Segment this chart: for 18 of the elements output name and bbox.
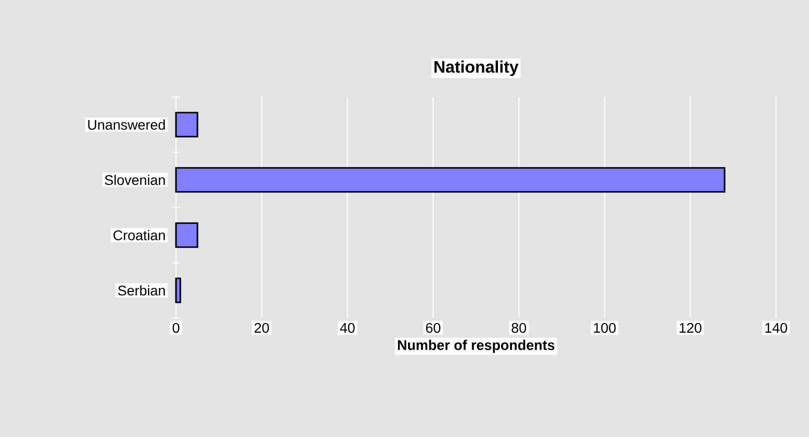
- bar: [175, 167, 726, 193]
- x-tick-label: 100: [594, 322, 616, 333]
- chart-title: Nationality: [434, 60, 519, 76]
- x-tick-label: 80: [512, 322, 526, 333]
- y-tick-label: Unanswered: [88, 119, 165, 130]
- x-tick-label: 140: [765, 322, 788, 333]
- x-axis-title: Number of respondents: [398, 340, 554, 353]
- bar: [175, 112, 198, 138]
- x-tick-label: 120: [680, 322, 702, 333]
- x-tick-label: 20: [254, 322, 269, 333]
- y-tick-label: Slovenian: [104, 174, 165, 186]
- x-tick-label: 0: [172, 322, 180, 333]
- x-tick-label: 60: [426, 322, 440, 333]
- bar: [175, 278, 182, 304]
- x-tick-label: 40: [340, 322, 355, 333]
- y-tick-label: Serbian: [118, 285, 165, 296]
- bar: [175, 222, 198, 248]
- y-tick-label: Croatian: [114, 230, 165, 240]
